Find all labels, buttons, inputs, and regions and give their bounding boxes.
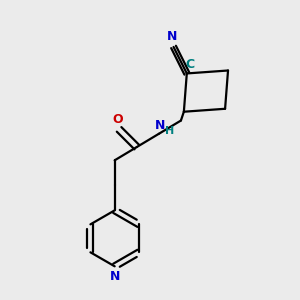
Text: C: C: [185, 58, 194, 71]
Text: N: N: [167, 30, 177, 44]
Text: N: N: [110, 270, 120, 283]
Text: O: O: [112, 112, 123, 126]
Text: N: N: [155, 119, 166, 132]
Text: H: H: [165, 126, 175, 136]
